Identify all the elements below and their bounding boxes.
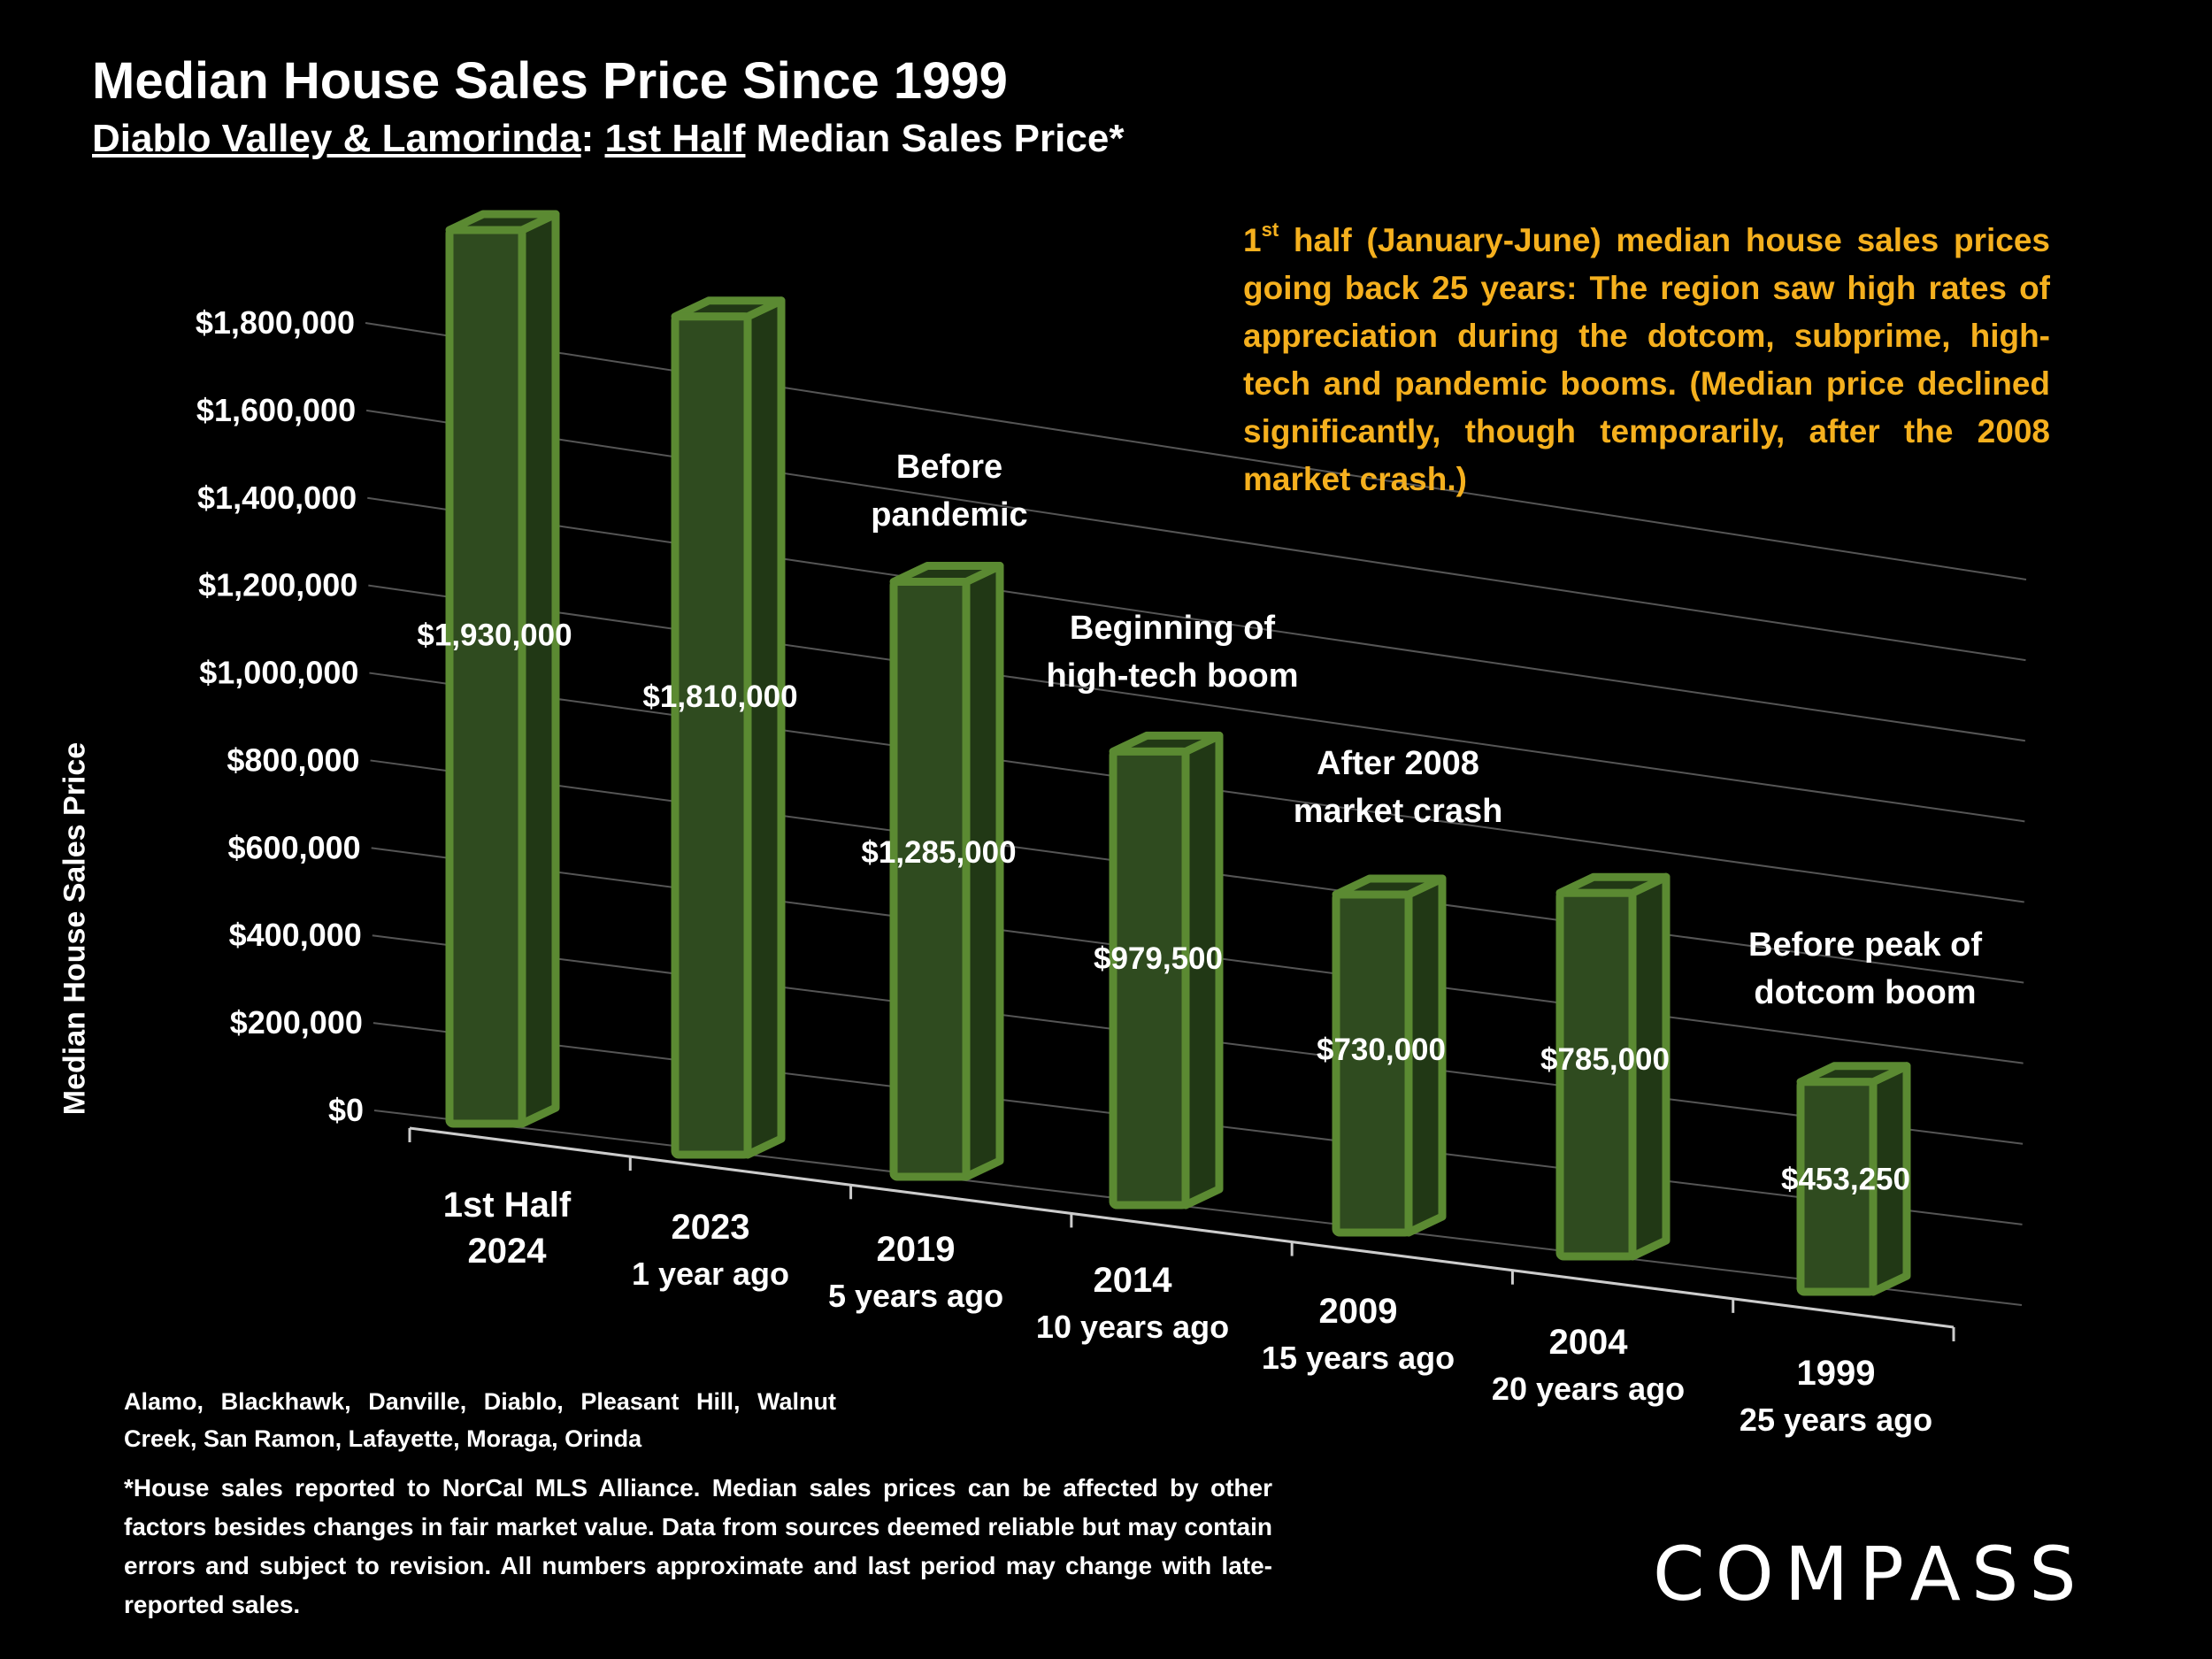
bar — [1796, 1078, 1878, 1296]
x-tick-label: 1999 — [1797, 1354, 1876, 1393]
y-tick-label: $1,000,000 — [199, 655, 358, 691]
y-tick-label: $1,800,000 — [196, 304, 355, 341]
annotation: Before peak of — [1748, 926, 1982, 964]
chart-subtitle: Diablo Valley & Lamorinda: 1st Half Medi… — [92, 117, 1124, 161]
callout-body: half (January-June) median house sales p… — [1243, 222, 2050, 497]
callout-superscript: st — [1261, 219, 1279, 241]
y-tick-label: $0 — [328, 1092, 364, 1128]
bar — [1555, 888, 1637, 1261]
y-tick-label: $1,200,000 — [198, 567, 357, 603]
subtitle-region: Diablo Valley & Lamorinda — [92, 117, 581, 160]
bar — [671, 312, 752, 1159]
gridline — [365, 322, 2027, 580]
y-tick-label: $800,000 — [227, 741, 359, 778]
annotation: After 2008 — [1317, 745, 1479, 782]
gridline — [365, 409, 2026, 662]
y-tick-label: $1,600,000 — [196, 392, 356, 428]
bar-value-label: $730,000 — [1317, 1033, 1446, 1067]
y-tick-label: $200,000 — [230, 1004, 363, 1041]
bar — [1109, 747, 1190, 1210]
x-tick-label: 1st Half — [443, 1186, 572, 1225]
bar-value-label: $1,930,000 — [417, 618, 572, 653]
x-tick-label: 2023 — [672, 1208, 750, 1247]
bar-side — [743, 296, 786, 1159]
chart-title: Median House Sales Price Since 1999 — [92, 52, 1008, 110]
y-tick-label: $1,400,000 — [197, 480, 357, 516]
annotation: Before — [896, 449, 1002, 486]
gridline — [373, 1110, 2023, 1306]
bar-value-label: $785,000 — [1540, 1042, 1670, 1077]
x-tick-sublabel: 25 years ago — [1740, 1402, 1932, 1438]
bar-value-label: $453,250 — [1781, 1163, 1910, 1197]
subtitle-period: 1st Half — [604, 117, 746, 160]
x-axis-line — [409, 1126, 1955, 1329]
gridline — [367, 496, 2026, 742]
subtitle-separator: : — [580, 117, 605, 160]
y-tick-label: $400,000 — [229, 917, 362, 953]
compass-logo: COMPASS — [1653, 1531, 2087, 1617]
footnote: *House sales reported to NorCal MLS Alli… — [124, 1474, 1272, 1618]
annotation: dotcom boom — [1754, 974, 1976, 1011]
regions-note: Alamo, Blackhawk, Danville, Diablo, Plea… — [124, 1388, 836, 1452]
bar — [889, 578, 971, 1181]
x-tick-sublabel: 15 years ago — [1262, 1340, 1455, 1376]
callout-text: 1st half (January-June) median house sal… — [1243, 217, 2050, 503]
x-tick-label: 2019 — [877, 1230, 956, 1269]
x-tick-sublabel: 20 years ago — [1492, 1371, 1685, 1407]
annotation: pandemic — [871, 496, 1027, 534]
annotation: market crash — [1294, 793, 1503, 830]
x-tick-sublabel: 1 year ago — [632, 1256, 789, 1292]
bar-value-label: $1,810,000 — [642, 680, 797, 714]
x-tick-sublabel: 10 years ago — [1036, 1309, 1229, 1345]
y-tick-label: $600,000 — [228, 829, 361, 865]
annotation: high-tech boom — [1047, 657, 1299, 695]
x-tick-label: 2004 — [1549, 1323, 1629, 1362]
bar-side — [518, 210, 560, 1128]
bar-value-label: $979,500 — [1094, 941, 1223, 976]
bar-side — [962, 562, 1004, 1181]
bar — [445, 226, 526, 1128]
bar-value-label: $1,285,000 — [861, 835, 1016, 870]
x-tick-label: 2014 — [1094, 1261, 1173, 1300]
x-tick-label: 2009 — [1319, 1292, 1398, 1331]
bar — [1332, 890, 1413, 1237]
subtitle-metric: Median Sales Price* — [745, 117, 1125, 160]
callout-lead: 1 — [1243, 222, 1262, 258]
gridline — [368, 584, 2025, 823]
x-tick-sublabel: 5 years ago — [828, 1278, 1003, 1314]
x-tick-sublabel: 2024 — [468, 1232, 548, 1271]
annotation: Beginning of — [1070, 610, 1276, 647]
